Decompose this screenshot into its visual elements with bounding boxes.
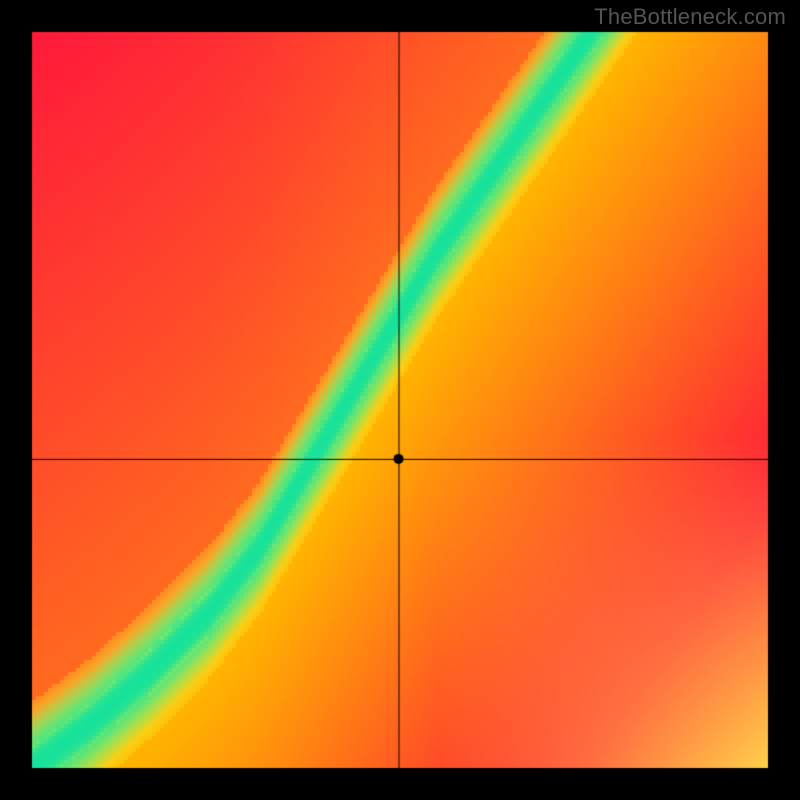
watermark-text: TheBottleneck.com	[594, 4, 786, 30]
bottleneck-heatmap	[0, 0, 800, 800]
chart-container: TheBottleneck.com	[0, 0, 800, 800]
